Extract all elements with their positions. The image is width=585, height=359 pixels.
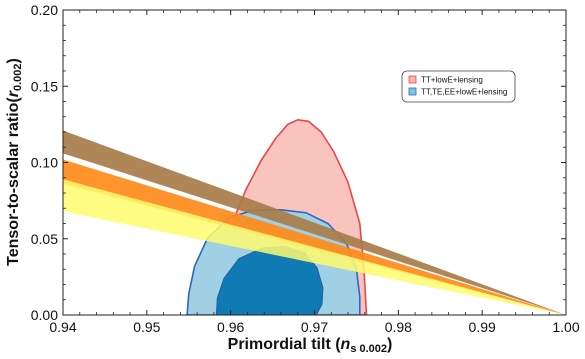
- legend-label-ttteee: TT,TE,EE+lowE+lensing: [421, 88, 507, 97]
- x-tick-label: 0.96: [217, 319, 244, 335]
- legend-swatch-ttteee: [408, 87, 417, 96]
- legend-swatch-tt: [408, 75, 417, 84]
- x-tick-label: 1.00: [552, 319, 579, 335]
- x-tick-label: 0.95: [133, 319, 160, 335]
- x-axis-ticks: 0.94 0.95 0.96 0.97 0.98 0.99 1.00: [49, 10, 580, 335]
- y-axis-ticks: 0.00 0.05 0.10 0.15 0.20: [31, 2, 566, 323]
- y-tick-label: 0.10: [31, 155, 58, 171]
- legend-box: [401, 70, 516, 103]
- legend: TT+lowE+lensing TT,TE,EE+lowE+lensing: [401, 70, 516, 103]
- bands-layer: [63, 130, 566, 315]
- x-tick-label: 0.98: [385, 319, 412, 335]
- y-tick-label: 0.20: [31, 2, 58, 18]
- x-tick-label: 0.99: [469, 319, 496, 335]
- y-axis-title: Tensor-to-scalar ratio(r0.002): [5, 58, 24, 266]
- band-yellow: [63, 179, 566, 315]
- x-tick-label: 0.94: [49, 319, 76, 335]
- y-tick-label: 0.15: [31, 78, 58, 94]
- y-tick-label: 0.05: [31, 231, 58, 247]
- band-brown: [63, 130, 566, 315]
- x-tick-label: 0.97: [301, 319, 328, 335]
- legend-label-tt: TT+lowE+lensing: [421, 76, 483, 85]
- x-axis-title: Primordial tilt (ns 0.002): [228, 336, 393, 355]
- band-orange: [63, 159, 566, 315]
- y-tick-label: 0.00: [31, 307, 58, 323]
